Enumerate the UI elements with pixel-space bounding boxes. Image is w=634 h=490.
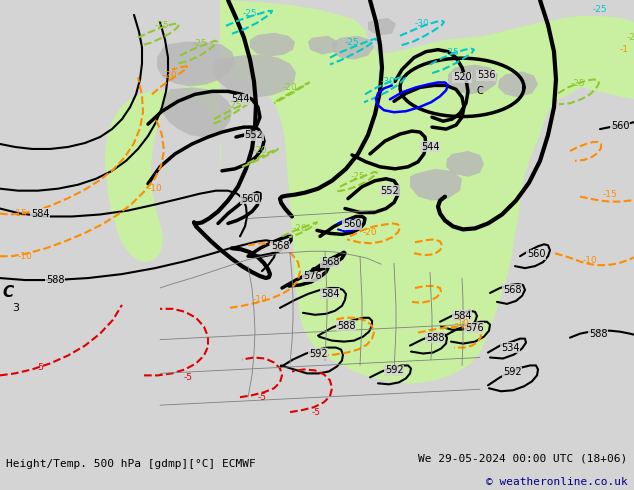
Polygon shape bbox=[498, 72, 538, 98]
Polygon shape bbox=[308, 36, 338, 54]
Polygon shape bbox=[162, 87, 232, 137]
Text: -25: -25 bbox=[626, 33, 634, 42]
Polygon shape bbox=[157, 42, 235, 86]
Text: -10: -10 bbox=[455, 319, 469, 328]
Text: 592: 592 bbox=[385, 366, 403, 375]
Text: -5: -5 bbox=[257, 392, 266, 402]
Text: -25: -25 bbox=[228, 101, 242, 110]
Text: -20: -20 bbox=[293, 224, 307, 233]
Text: 592: 592 bbox=[503, 368, 521, 377]
Text: 544: 544 bbox=[231, 94, 249, 104]
Text: -5: -5 bbox=[183, 373, 193, 382]
Text: 3: 3 bbox=[13, 303, 20, 313]
Text: -25: -25 bbox=[571, 79, 585, 88]
Text: -1: -1 bbox=[619, 45, 628, 54]
Text: 588: 588 bbox=[337, 321, 355, 331]
Polygon shape bbox=[410, 169, 462, 200]
Text: -20: -20 bbox=[283, 83, 297, 92]
Text: 552: 552 bbox=[380, 186, 399, 196]
Text: 568: 568 bbox=[503, 285, 521, 295]
Text: 592: 592 bbox=[309, 348, 327, 359]
Text: 534: 534 bbox=[501, 343, 519, 353]
Polygon shape bbox=[105, 0, 634, 383]
Text: 576: 576 bbox=[302, 271, 321, 281]
Polygon shape bbox=[250, 33, 295, 57]
Text: -30: -30 bbox=[380, 77, 396, 86]
Text: -10: -10 bbox=[252, 295, 268, 304]
Text: -10: -10 bbox=[583, 256, 597, 265]
Text: -25: -25 bbox=[593, 5, 607, 14]
Text: -5: -5 bbox=[311, 408, 321, 416]
Text: 552: 552 bbox=[245, 130, 263, 140]
Text: 560: 560 bbox=[527, 249, 545, 259]
Text: 584: 584 bbox=[31, 209, 49, 219]
Text: 576: 576 bbox=[465, 323, 483, 333]
Text: -10: -10 bbox=[18, 252, 32, 261]
Text: -20: -20 bbox=[363, 228, 377, 237]
Text: -20: -20 bbox=[163, 71, 178, 80]
Polygon shape bbox=[380, 22, 545, 60]
Text: 588: 588 bbox=[589, 329, 607, 339]
Text: -25: -25 bbox=[155, 22, 169, 30]
Text: Height/Temp. 500 hPa [gdmp][°C] ECMWF: Height/Temp. 500 hPa [gdmp][°C] ECMWF bbox=[6, 459, 256, 469]
Text: 520: 520 bbox=[453, 73, 471, 82]
Text: -30: -30 bbox=[415, 19, 429, 28]
Polygon shape bbox=[448, 65, 498, 95]
Text: 560: 560 bbox=[611, 121, 630, 131]
Text: 568: 568 bbox=[321, 257, 339, 267]
Text: C: C bbox=[477, 86, 483, 97]
Text: 584: 584 bbox=[321, 289, 339, 299]
Text: C: C bbox=[3, 286, 13, 300]
Text: 544: 544 bbox=[421, 142, 439, 152]
Text: © weatheronline.co.uk: © weatheronline.co.uk bbox=[486, 477, 628, 487]
Text: -10: -10 bbox=[148, 184, 162, 193]
Text: 560: 560 bbox=[241, 194, 259, 204]
Text: 536: 536 bbox=[477, 71, 495, 80]
Text: -15: -15 bbox=[603, 190, 618, 199]
Polygon shape bbox=[446, 151, 484, 177]
Text: 560: 560 bbox=[343, 220, 361, 229]
Text: -5: -5 bbox=[36, 363, 44, 372]
Text: -25: -25 bbox=[243, 9, 257, 19]
Text: 568: 568 bbox=[271, 241, 289, 251]
Polygon shape bbox=[213, 54, 296, 98]
Text: 588: 588 bbox=[426, 333, 444, 343]
Text: -15: -15 bbox=[13, 209, 27, 218]
Polygon shape bbox=[368, 18, 396, 36]
Text: -25: -25 bbox=[345, 38, 359, 47]
Text: We 29-05-2024 00:00 UTC (18+06): We 29-05-2024 00:00 UTC (18+06) bbox=[418, 454, 628, 464]
Text: -25: -25 bbox=[193, 39, 207, 48]
Text: -35: -35 bbox=[444, 48, 460, 57]
Text: -25: -25 bbox=[351, 172, 365, 181]
Text: 584: 584 bbox=[453, 311, 471, 321]
Polygon shape bbox=[408, 0, 634, 123]
Text: 588: 588 bbox=[46, 275, 64, 285]
Text: -20: -20 bbox=[253, 147, 268, 155]
Polygon shape bbox=[332, 36, 374, 60]
